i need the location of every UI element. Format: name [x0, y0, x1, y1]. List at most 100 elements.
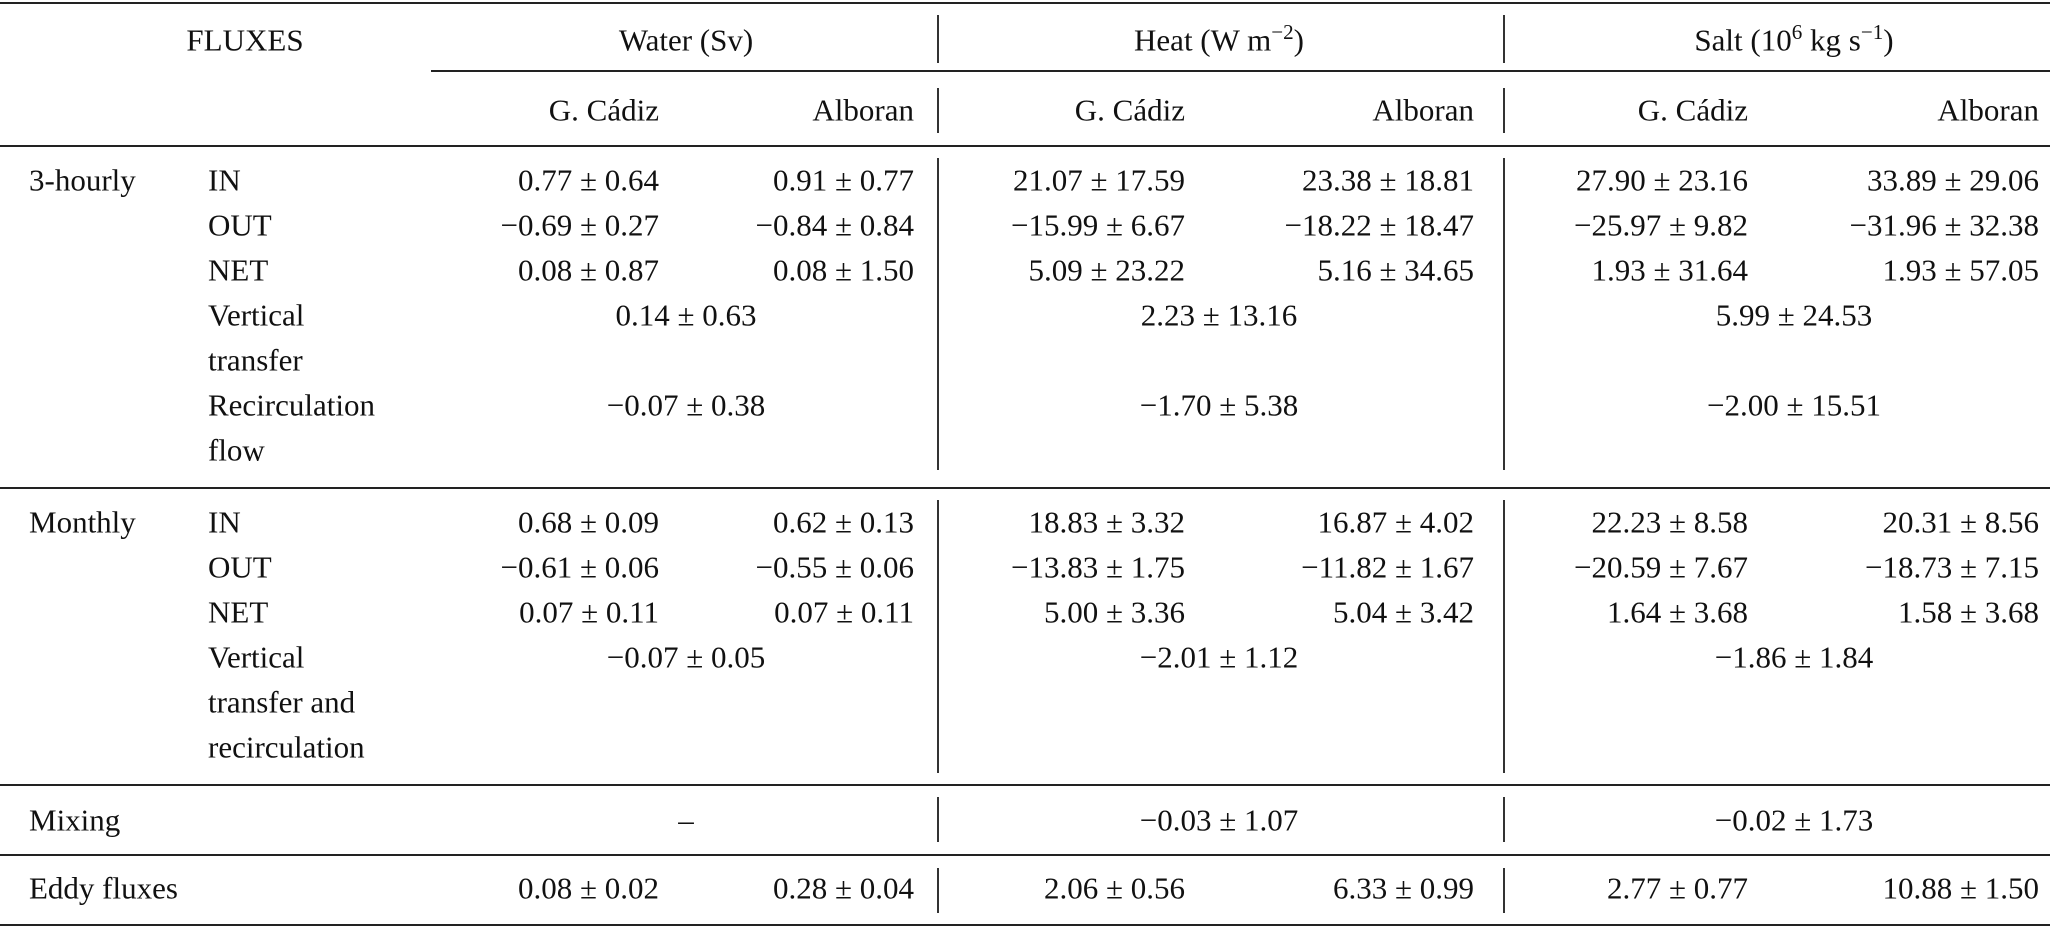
- subcolumn-header: Alboran: [812, 92, 914, 128]
- column-divider: [1503, 797, 1505, 842]
- section-label: Eddy fluxes: [29, 870, 178, 906]
- merged-cell: −0.03 ± 1.07: [1139, 802, 1299, 838]
- table-cell: 0.08 ± 1.50: [772, 252, 914, 288]
- column-divider: [1503, 158, 1505, 470]
- merged-cell: 2.23 ± 13.16: [1140, 297, 1298, 333]
- merged-cell: −0.07 ± 0.05: [606, 639, 766, 675]
- table-cell: 0.91 ± 0.77: [772, 162, 914, 198]
- table-cell: 0.07 ± 0.11: [519, 594, 659, 630]
- table-cell: 6.33 ± 0.99: [1332, 870, 1474, 906]
- table-cell: 1.64 ± 3.68: [1606, 594, 1748, 630]
- column-divider: [937, 500, 939, 773]
- row-label: Vertical: [208, 639, 305, 675]
- table-cell: −11.82 ± 1.67: [1301, 549, 1474, 585]
- subcolumn-header: Alboran: [1937, 92, 2039, 128]
- header-bottom-rule: [0, 145, 2050, 147]
- table-cell: 22.23 ± 8.58: [1591, 504, 1748, 540]
- table-cell: 0.28 ± 0.04: [772, 870, 914, 906]
- merged-cell: −1.86 ± 1.84: [1714, 639, 1874, 675]
- group-header-text: Water (Sv): [618, 22, 754, 58]
- row-label: Recirculation: [208, 387, 375, 423]
- column-divider: [1503, 500, 1505, 773]
- group-header-heat: Heat (W m−2): [1134, 21, 1304, 58]
- fluxes-header: FLUXES: [186, 22, 304, 58]
- table-cell: 0.07 ± 0.11: [774, 594, 914, 630]
- row-label: NET: [208, 252, 269, 288]
- table-cell: −0.69 ± 0.27: [500, 207, 660, 243]
- subcolumn-header: Alboran: [1372, 92, 1474, 128]
- table-cell: −13.83 ± 1.75: [1011, 549, 1185, 585]
- row-label: OUT: [208, 549, 272, 585]
- table-cell: −18.73 ± 7.15: [1865, 549, 2039, 585]
- table-cell: 1.58 ± 3.68: [1897, 594, 2039, 630]
- column-divider: [937, 88, 939, 133]
- unit-exponent: −1: [1860, 19, 1884, 44]
- row-label: recirculation: [208, 729, 365, 765]
- unit-exponent: 6: [1791, 19, 1803, 44]
- table-cell: 23.38 ± 18.81: [1301, 162, 1474, 198]
- table-cell: −15.99 ± 6.67: [1011, 207, 1185, 243]
- table-cell: −18.22 ± 18.47: [1284, 207, 1475, 243]
- merged-cell: 5.99 ± 24.53: [1715, 297, 1873, 333]
- row-label: transfer: [208, 342, 303, 378]
- table-cell: 5.00 ± 3.36: [1043, 594, 1185, 630]
- column-divider: [937, 158, 939, 470]
- section-label: Monthly: [29, 504, 136, 540]
- section-rule: [0, 487, 2050, 489]
- group-header-text: Salt (10: [1694, 22, 1792, 58]
- column-divider: [937, 868, 939, 913]
- row-label: OUT: [208, 207, 272, 243]
- merged-cell: −2.00 ± 15.51: [1707, 387, 1881, 423]
- merged-cell: –: [678, 802, 694, 838]
- column-divider: [937, 15, 939, 63]
- table-cell: 27.90 ± 23.16: [1575, 162, 1748, 198]
- top-rule: [0, 2, 2050, 4]
- table-cell: −0.84 ± 0.84: [755, 207, 915, 243]
- row-label: NET: [208, 594, 269, 630]
- group-header-salt: Salt (106 kg s−1): [1694, 21, 1894, 58]
- group-header-rule: [431, 70, 2050, 72]
- merged-cell: −0.07 ± 0.38: [606, 387, 766, 423]
- table-cell: 10.88 ± 1.50: [1882, 870, 2039, 906]
- column-divider: [1503, 868, 1505, 913]
- table-cell: 20.31 ± 8.56: [1882, 504, 2039, 540]
- section-rule: [0, 854, 2050, 856]
- table-cell: −20.59 ± 7.67: [1574, 549, 1748, 585]
- table-cell: 0.62 ± 0.13: [772, 504, 914, 540]
- group-header-text: ): [1293, 22, 1304, 58]
- subcolumn-header: G. Cádiz: [1074, 92, 1185, 128]
- merged-cell: −1.70 ± 5.38: [1139, 387, 1299, 423]
- table-cell: 5.04 ± 3.42: [1332, 594, 1474, 630]
- section-rule: [0, 784, 2050, 786]
- table-cell: 5.09 ± 23.22: [1028, 252, 1185, 288]
- column-divider: [1503, 15, 1505, 63]
- table-cell: −0.55 ± 0.06: [755, 549, 915, 585]
- table-cell: 2.06 ± 0.56: [1043, 870, 1185, 906]
- table-cell: 0.08 ± 0.87: [517, 252, 659, 288]
- table-cell: 1.93 ± 57.05: [1882, 252, 2039, 288]
- merged-cell: 0.14 ± 0.63: [615, 297, 757, 333]
- column-divider: [1503, 88, 1505, 133]
- unit-exponent: −2: [1271, 19, 1294, 44]
- table-cell: 21.07 ± 17.59: [1012, 162, 1185, 198]
- merged-cell: −0.02 ± 1.73: [1714, 802, 1874, 838]
- table-cell: 1.93 ± 31.64: [1591, 252, 1748, 288]
- table-cell: 33.89 ± 29.06: [1866, 162, 2039, 198]
- subcolumn-header: G. Cádiz: [1637, 92, 1748, 128]
- subcolumn-header: G. Cádiz: [548, 92, 659, 128]
- row-label: transfer and: [208, 684, 356, 720]
- table-cell: 0.77 ± 0.64: [517, 162, 659, 198]
- table-cell: 16.87 ± 4.02: [1317, 504, 1474, 540]
- group-header-text: Heat (W m: [1134, 22, 1272, 58]
- group-header-text: ): [1883, 22, 1894, 58]
- table-cell: 18.83 ± 3.32: [1028, 504, 1185, 540]
- row-label: Vertical: [208, 297, 305, 333]
- group-header-water: Water (Sv): [619, 25, 753, 56]
- merged-cell: −2.01 ± 1.12: [1139, 639, 1299, 675]
- table-cell: 5.16 ± 34.65: [1317, 252, 1474, 288]
- table-cell: 2.77 ± 0.77: [1606, 870, 1748, 906]
- table-cell: −31.96 ± 32.38: [1849, 207, 2040, 243]
- table-cell: 0.08 ± 0.02: [517, 870, 659, 906]
- row-label: IN: [208, 162, 241, 198]
- table-cell: −25.97 ± 9.82: [1574, 207, 1748, 243]
